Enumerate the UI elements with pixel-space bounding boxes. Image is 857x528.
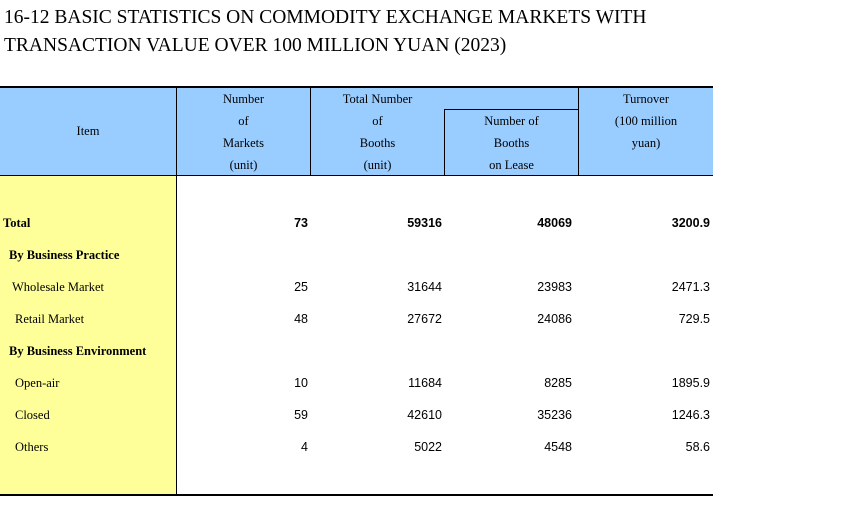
cell-turnover: 1895.9 — [671, 376, 710, 390]
row-label: Closed — [15, 408, 50, 422]
row-label: Retail Market — [15, 312, 85, 326]
row-label: Open-air — [15, 376, 60, 390]
cell-markets: 4 — [301, 440, 308, 454]
header-turnover: Turnover (100 million yuan) — [614, 92, 678, 150]
header-bottom-rule — [0, 175, 713, 176]
table-row-section: By Business Practice — [0, 248, 713, 280]
top-rule — [0, 86, 713, 88]
statistics-table: Item Number of Markets (unit) Total Numb… — [0, 86, 713, 496]
cell-markets: 25 — [294, 280, 308, 294]
title-line-2: TRANSACTION VALUE OVER 100 MILLION YUAN … — [4, 35, 507, 56]
row-label: Others — [15, 440, 49, 454]
cell-booths: 5022 — [414, 440, 442, 454]
table-row: Others 4 5022 4548 58.6 — [0, 440, 713, 472]
booths-column-divider — [444, 109, 445, 175]
table-row: Retail Market 48 27672 24086 729.5 — [0, 312, 713, 344]
lease-column-divider — [578, 88, 579, 175]
markets-column-divider — [310, 88, 311, 175]
cell-turnover: 58.6 — [685, 440, 710, 454]
header-booths-on-lease: Number of Booths on Lease — [484, 114, 539, 172]
title-line-1: 16-12 BASIC STATISTICS ON COMMODITY EXCH… — [4, 7, 647, 28]
table-row: Open-air 10 11684 8285 1895.9 — [0, 376, 713, 408]
cell-booths: 59316 — [407, 216, 442, 230]
item-column-divider — [176, 88, 177, 494]
header-total-booths: of Booths (unit) — [359, 114, 396, 172]
cell-lease: 24086 — [537, 312, 572, 326]
cell-booths: 42610 — [407, 408, 442, 422]
cell-markets: 48 — [294, 312, 308, 326]
cell-lease: 4548 — [544, 440, 572, 454]
cell-turnover: 2471.3 — [671, 280, 710, 294]
header-total-booths-title: Total Number — [342, 92, 413, 106]
cell-markets: 59 — [294, 408, 308, 422]
table-row: Wholesale Market 25 31644 23983 2471.3 — [0, 280, 713, 312]
header-background — [0, 88, 713, 175]
cell-markets: 73 — [294, 216, 308, 230]
cell-turnover: 1246.3 — [671, 408, 710, 422]
cell-markets: 10 — [294, 376, 308, 390]
table-row-section: By Business Environment — [0, 344, 713, 376]
header-item: Item — [76, 124, 100, 138]
cell-booths: 31644 — [407, 280, 442, 294]
cell-booths: 11684 — [408, 376, 442, 390]
bottom-rule — [0, 494, 713, 496]
row-label: Total — [3, 216, 31, 230]
cell-lease: 8285 — [544, 376, 572, 390]
row-label: Wholesale Market — [12, 280, 104, 294]
cell-lease: 48069 — [537, 216, 572, 230]
cell-booths: 27672 — [407, 312, 442, 326]
cell-turnover: 3200.9 — [671, 216, 710, 230]
table-row-total: Total 73 59316 48069 3200.9 — [0, 216, 713, 248]
cell-lease: 23983 — [537, 280, 572, 294]
page-title: 16-12 BASIC STATISTICS ON COMMODITY EXCH… — [4, 4, 647, 60]
row-label: By Business Practice — [9, 248, 120, 262]
cell-lease: 35236 — [537, 408, 572, 422]
header-markets: Number of Markets (unit) — [223, 92, 264, 172]
row-label: By Business Environment — [9, 344, 147, 358]
cell-turnover: 729.5 — [678, 312, 710, 326]
booths-sub-rule — [444, 109, 578, 110]
table-row: Closed 59 42610 35236 1246.3 — [0, 408, 713, 440]
item-column-background — [0, 175, 176, 494]
